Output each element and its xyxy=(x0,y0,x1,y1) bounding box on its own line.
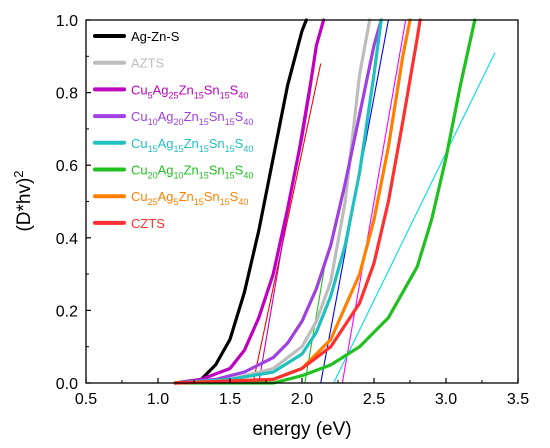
y-tick-label: 0.0 xyxy=(56,376,78,393)
x-tick-label: 1.5 xyxy=(219,391,241,408)
series-line-5 xyxy=(173,18,477,385)
legend-label-text: CZTS xyxy=(131,216,165,231)
legend-label-subscript: 40 xyxy=(238,197,248,207)
series-lines xyxy=(173,18,477,385)
legend-label-text: Zn xyxy=(184,136,199,151)
series-line-7 xyxy=(173,18,422,385)
y-tick-label: 0.8 xyxy=(56,86,78,103)
legend-label-text: Ag xyxy=(158,189,174,204)
legend-label-text: AZTS xyxy=(131,56,165,71)
legend-label-subscript: 15 xyxy=(220,197,230,207)
legend-label-text: Cu xyxy=(131,189,148,204)
legend-label-text: Cu xyxy=(131,163,148,178)
series-line-0 xyxy=(173,18,308,385)
legend-label: Cu15Ag15Zn15Sn15S40 xyxy=(131,136,253,154)
legend-label-text: Ag xyxy=(153,82,169,97)
x-tick-label: 0.5 xyxy=(75,391,97,408)
legend-label-text: Ag xyxy=(158,109,174,124)
fit-line-4 xyxy=(341,19,407,384)
legend-label-text: S xyxy=(230,189,239,204)
legend-label-subscript: 15 xyxy=(194,90,204,100)
x-axis-label: energy (eV) xyxy=(252,419,351,440)
series-line-4 xyxy=(173,18,383,385)
legend-label-text: Sn xyxy=(209,163,225,178)
y-axis-label-main: (D*hv) xyxy=(14,178,35,232)
axis-ticks: 0.5 1.0 1.5 2.0 2.5 3.0 3.5 0.0 0.2 0.4 0.6 0.8 1.0 xyxy=(56,13,529,408)
y-axis-label-sup: 2 xyxy=(11,170,26,177)
legend-label: Cu20Ag10Zn15Sn15S40 xyxy=(131,163,253,181)
legend-label-text: S xyxy=(235,163,244,178)
legend-label-text: Zn xyxy=(184,109,199,124)
legend-label: CZTS xyxy=(131,216,165,231)
legend-label-text: Zn xyxy=(184,163,199,178)
legend-label-subscript: 40 xyxy=(243,117,253,127)
legend-label-subscript: 25 xyxy=(148,197,158,207)
legend-label-subscript: 15 xyxy=(199,171,209,181)
legend-label-text: Sn xyxy=(209,109,225,124)
y-tick-label: 0.4 xyxy=(56,231,78,248)
x-tick-label: 1.0 xyxy=(147,391,169,408)
legend-label: Cu10Ag20Zn15Sn15S40 xyxy=(131,109,253,127)
legend-label-text: S xyxy=(235,136,244,151)
legend-label-subscript: 25 xyxy=(169,90,179,100)
legend-label-text: Ag-Zn-S xyxy=(131,29,180,44)
legend-label-subscript: 20 xyxy=(174,117,184,127)
legend-label-subscript: 15 xyxy=(148,144,158,154)
legend-label-subscript: 15 xyxy=(225,117,235,127)
legend-label-text: Sn xyxy=(209,136,225,151)
legend-label-subscript: 5 xyxy=(174,197,179,207)
legend-label-text: Sn xyxy=(204,189,220,204)
legend-label-subscript: 10 xyxy=(148,117,158,127)
legend-label-text: Cu xyxy=(131,109,148,124)
legend-label-subscript: 40 xyxy=(243,171,253,181)
legend-label-text: Cu xyxy=(131,82,148,97)
y-tick-label: 0.2 xyxy=(56,303,78,320)
legend-label-subscript: 10 xyxy=(174,171,184,181)
legend-label: AZTS xyxy=(131,56,165,71)
legend-label-subscript: 20 xyxy=(148,171,158,181)
legend-label-text: Zn xyxy=(179,189,194,204)
legend: Ag-Zn-SAZTSCu5Ag25Zn15Sn15S40Cu10Ag20Zn1… xyxy=(93,29,253,231)
x-tick-label: 2.0 xyxy=(291,391,313,408)
legend-label-subscript: 15 xyxy=(174,144,184,154)
legend-label-subscript: 15 xyxy=(225,171,235,181)
legend-label-text: S xyxy=(235,109,244,124)
legend-label-subscript: 5 xyxy=(148,90,153,100)
legend-label-subscript: 15 xyxy=(225,144,235,154)
y-tick-label: 1.0 xyxy=(56,13,78,30)
y-tick-label: 0.6 xyxy=(56,158,78,175)
legend-label-subscript: 40 xyxy=(243,144,253,154)
legend-label-text: Cu xyxy=(131,136,148,151)
legend-label: Cu25Ag5Zn15Sn15S40 xyxy=(131,189,248,207)
x-tick-label: 3.5 xyxy=(507,391,529,408)
legend-label-subscript: 15 xyxy=(220,90,230,100)
series-line-2 xyxy=(173,18,326,385)
legend-label-subscript: 15 xyxy=(199,117,209,127)
legend-label-text: S xyxy=(230,82,239,97)
legend-label: Cu5Ag25Zn15Sn15S40 xyxy=(131,82,248,100)
fit-line-0 xyxy=(252,63,322,384)
series-line-3 xyxy=(173,18,383,385)
y-axis-label: (D*hv)2 xyxy=(11,170,35,231)
legend-label-subscript: 15 xyxy=(194,197,204,207)
x-tick-label: 3.0 xyxy=(435,391,457,408)
legend-label-text: Ag xyxy=(158,163,174,178)
fit-line-5 xyxy=(333,52,496,384)
legend-label-text: Zn xyxy=(179,82,194,97)
legend-label-text: Ag xyxy=(158,136,174,151)
legend-label-subscript: 40 xyxy=(238,90,248,100)
legend-label-text: Sn xyxy=(204,82,220,97)
x-tick-label: 2.5 xyxy=(363,391,385,408)
legend-label-subscript: 15 xyxy=(199,144,209,154)
legend-label: Ag-Zn-S xyxy=(131,29,180,44)
